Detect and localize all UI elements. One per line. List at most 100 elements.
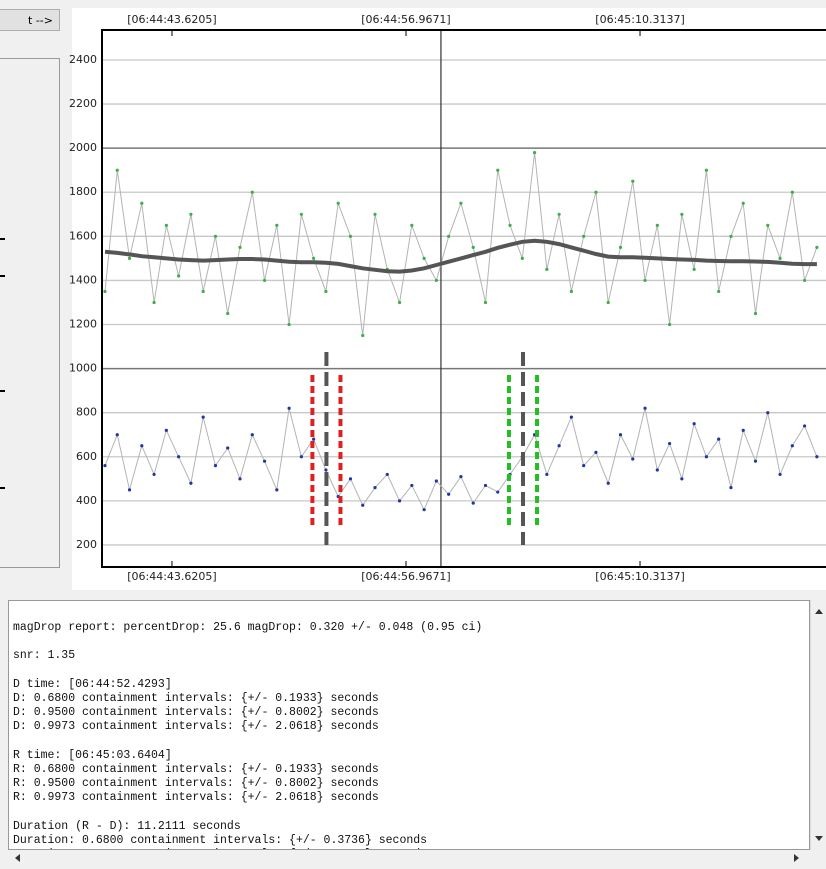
y-tick-label: 200 <box>76 538 97 551</box>
x-tick-label-bottom: [06:44:56.9671] <box>361 570 450 583</box>
next-button[interactable]: t --> <box>0 9 60 31</box>
report-line: R: 0.9500 containment intervals: {+/- 0.… <box>13 777 379 791</box>
data-point <box>324 289 328 294</box>
data-point <box>312 256 316 260</box>
data-point <box>213 234 218 238</box>
data-point <box>680 212 684 216</box>
data-point <box>275 223 279 227</box>
x-tick-label-top: [06:44:56.9671] <box>361 13 450 26</box>
data-point <box>361 333 365 338</box>
y-tick-label: 1800 <box>69 185 97 198</box>
y-tick-label: 1400 <box>69 273 97 286</box>
data-point <box>348 234 353 238</box>
data-point <box>336 494 340 499</box>
report-line: magDrop report: percentDrop: 25.6 magDro… <box>13 621 483 634</box>
scroll-arrows <box>815 609 823 841</box>
report-line: D: 0.6800 containment intervals: {+/- 0.… <box>13 691 379 705</box>
data-point <box>299 212 303 216</box>
data-point <box>790 190 794 194</box>
data-point <box>422 256 426 260</box>
data-point <box>520 256 524 260</box>
data-point <box>201 289 205 294</box>
data-point <box>606 481 610 485</box>
data-point <box>324 468 328 472</box>
data-point <box>766 223 770 227</box>
y-tick-label: 1000 <box>69 362 97 375</box>
data-point <box>459 201 463 205</box>
data-point <box>238 477 242 481</box>
data-point <box>582 234 586 238</box>
data-point <box>704 168 709 172</box>
x-tick-label-top: [06:44:43.6205] <box>127 13 216 26</box>
chart-background <box>72 8 826 590</box>
data-point <box>667 322 672 327</box>
report-group: magDrop report: percentDrop: 25.6 magDro… <box>13 621 809 635</box>
data-point <box>545 472 549 477</box>
x-tick-label-top: [06:45:10.3137] <box>595 13 684 26</box>
data-point <box>717 437 721 441</box>
data-point <box>766 411 770 415</box>
x-tick-label-bottom: [06:44:43.6205] <box>127 570 216 583</box>
data-point <box>410 483 414 488</box>
report-line: Duration (R - D): 11.2111 seconds <box>13 819 241 833</box>
data-point <box>606 300 610 305</box>
report-group: Duration (R - D): 11.2111 seconds Duratio… <box>13 819 809 849</box>
data-point <box>582 463 586 468</box>
vertical-scrollbar[interactable] <box>810 600 826 850</box>
data-line <box>104 152 818 336</box>
data-point <box>532 150 537 155</box>
data-point <box>508 472 512 477</box>
data-point <box>692 267 696 272</box>
data-point <box>815 245 819 249</box>
data-point <box>496 490 500 494</box>
data-point <box>778 472 782 477</box>
left-panel <box>0 58 60 568</box>
report-group: D time: [06:44:52.4293] D: 0.6800 contain… <box>13 678 809 735</box>
data-point <box>557 444 561 448</box>
data-point <box>483 300 488 305</box>
data-point <box>557 212 561 216</box>
data-point <box>520 455 524 459</box>
data-point <box>201 415 205 419</box>
left-ticks <box>0 238 5 489</box>
data-point <box>177 274 181 278</box>
data-point <box>422 508 426 512</box>
data-point <box>753 311 758 316</box>
smoothed-line <box>104 238 817 274</box>
data-point <box>287 406 291 410</box>
data-point <box>397 300 402 305</box>
data-point <box>569 415 573 419</box>
report-line: snr: 1.35 <box>13 649 76 663</box>
data-point <box>152 300 156 305</box>
data-point <box>115 168 119 172</box>
data-point <box>618 433 623 437</box>
data-point <box>483 483 488 488</box>
data-point <box>275 488 279 492</box>
data-point <box>594 190 598 194</box>
data-point <box>803 424 807 428</box>
data-point <box>299 455 303 459</box>
data-point <box>655 468 659 472</box>
report-group: R time: [06:45:03.6404] R: 0.6800 contain… <box>13 749 809 806</box>
data-point <box>631 457 635 461</box>
data-point <box>373 486 377 490</box>
data-point <box>741 201 745 205</box>
data-point <box>790 444 794 448</box>
data-point <box>618 245 623 249</box>
data-point <box>189 212 193 216</box>
data-point <box>213 463 218 468</box>
data-point <box>729 486 733 490</box>
data-point <box>127 256 132 260</box>
report-line: R: 0.6800 containment intervals: {+/- 0.… <box>13 762 379 776</box>
data-point <box>434 278 438 283</box>
data-point <box>692 422 696 426</box>
data-point <box>434 479 438 483</box>
data-point <box>447 234 451 238</box>
horizontal-scrollbar[interactable] <box>8 850 826 864</box>
data-point <box>127 488 132 492</box>
data-point <box>778 256 782 260</box>
data-point <box>250 433 254 437</box>
chart: 200 400 600 800 1000 1200 1400 1600 1800 2000 2200… <box>69 8 826 590</box>
data-point <box>287 322 291 327</box>
